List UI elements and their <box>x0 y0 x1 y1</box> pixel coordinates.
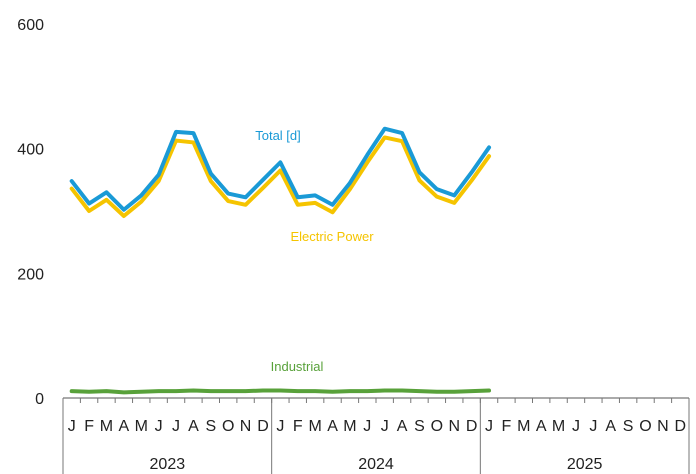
x-month-label: D <box>675 418 687 435</box>
x-year-label: 2024 <box>358 456 394 473</box>
x-month-label: J <box>589 418 597 435</box>
series-label-2: Industrial <box>271 359 324 374</box>
x-month-label: O <box>639 418 651 435</box>
series-lines <box>69 126 492 395</box>
x-axis: J F M A M J J A S O N D J F M A M J J A S O N D J F M A M J J A S O N D2023… <box>62 397 690 474</box>
x-year-label: 2025 <box>567 456 603 473</box>
series-line-1 <box>69 135 492 218</box>
x-month-label: D <box>466 418 478 435</box>
series-label-0: Total [d] <box>255 128 301 143</box>
x-month-label: S <box>414 418 425 435</box>
x-month-label: J <box>572 418 580 435</box>
x-month-label: A <box>536 418 547 435</box>
x-month-label: N <box>657 418 669 435</box>
x-month-label: A <box>188 418 199 435</box>
x-month-label: F <box>293 418 303 435</box>
y-tick-label: 200 <box>17 266 44 283</box>
x-month-label: M <box>343 418 356 435</box>
x-month-label: D <box>257 418 269 435</box>
y-tick-label: 0 <box>35 391 44 408</box>
series-label-1: Electric Power <box>290 229 374 244</box>
x-month-label: J <box>155 418 163 435</box>
x-month-label: A <box>605 418 616 435</box>
x-month-label: N <box>448 418 460 435</box>
x-month-label: A <box>397 418 408 435</box>
x-month-label: J <box>68 418 76 435</box>
x-month-label: M <box>100 418 113 435</box>
series-labels: Total [d] Electric Power Industrial <box>255 128 374 374</box>
x-month-label: F <box>502 418 512 435</box>
x-month-label: O <box>431 418 443 435</box>
x-month-label: A <box>119 418 130 435</box>
x-month-label: J <box>381 418 389 435</box>
y-axis-tick-labels: 0 200 400 600 <box>17 17 44 408</box>
y-tick-label: 400 <box>17 142 44 159</box>
x-month-label: F <box>84 418 94 435</box>
x-month-label: J <box>276 418 284 435</box>
x-month-label: N <box>240 418 252 435</box>
y-tick-label: 600 <box>17 17 44 34</box>
x-month-label: A <box>327 418 338 435</box>
series-line-2 <box>69 388 492 395</box>
x-month-label: S <box>205 418 216 435</box>
series-line-0 <box>69 126 492 212</box>
x-month-label: M <box>135 418 148 435</box>
x-year-label: 2023 <box>150 456 186 473</box>
x-month-label: J <box>172 418 180 435</box>
x-month-label: M <box>517 418 530 435</box>
x-month-label: M <box>552 418 565 435</box>
x-month-label: M <box>308 418 321 435</box>
x-month-label: O <box>222 418 234 435</box>
x-month-label: J <box>485 418 493 435</box>
x-month-label: S <box>623 418 634 435</box>
x-month-label: J <box>363 418 371 435</box>
